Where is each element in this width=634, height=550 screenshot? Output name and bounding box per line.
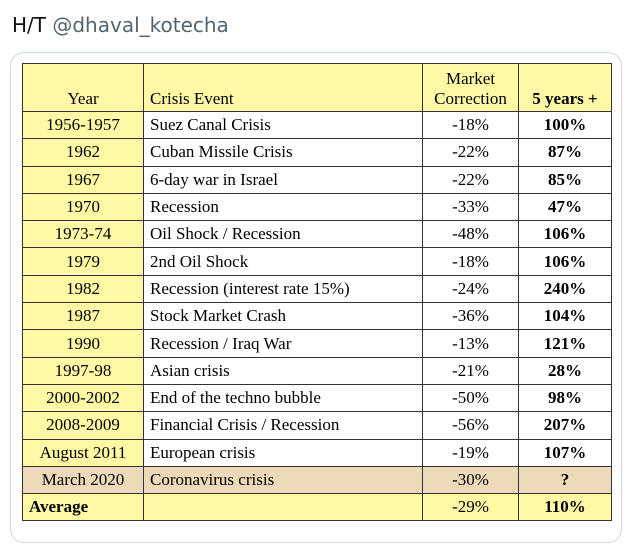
table-row: 1970 Recession -33% 47% [22,192,612,222]
crisis-event-cell: Financial Crisis / Recession [143,411,423,440]
market-correction-cell: -30% [422,465,519,495]
five-year-return-cell: 87% [518,138,612,167]
year-cell: 1967 [22,165,144,194]
crisis-event-cell: Recession [143,192,423,222]
five-year-return-cell: 28% [518,356,612,385]
year-cell: 1997-98 [22,356,144,385]
header-market-correction-line2: Correction [434,89,507,108]
crisis-event-cell: 2nd Oil Shock [143,247,423,276]
crisis-event-cell: 6-day war in Israel [143,165,423,194]
average-empty-cell [143,493,423,522]
table-row: 1973-74 Oil Shock / Recession -48% 106% [22,220,612,249]
five-year-return-cell: 106% [518,220,612,249]
table-row: 1979 2nd Oil Shock -18% 106% [22,247,612,276]
year-cell: 1962 [22,138,144,167]
five-year-return-cell: 85% [518,165,612,194]
average-five-years: 110% [518,493,612,522]
year-cell: 1982 [22,274,144,304]
year-cell: 1987 [22,302,144,331]
market-correction-cell: -13% [422,329,519,358]
table-header-row: Year Crisis Event Market Correction 5 ye… [22,63,612,112]
year-cell: 2008-2009 [22,411,144,440]
header-year: Year [22,63,144,112]
year-cell: 1970 [22,192,144,222]
market-correction-cell: -33% [422,192,519,222]
crisis-event-cell: End of the techno bubble [143,383,423,413]
market-correction-cell: -19% [422,438,519,467]
market-correction-cell: -48% [422,220,519,249]
average-correction: -29% [422,493,519,522]
table-row: 2008-2009 Financial Crisis / Recession -56… [22,411,612,440]
market-correction-cell: -18% [422,247,519,276]
header-crisis-event: Crisis Event [143,63,423,112]
five-year-return-cell: 207% [518,411,612,440]
market-correction-cell: -22% [422,138,519,167]
five-year-return-cell: 47% [518,192,612,222]
five-year-return-cell: 121% [518,329,612,358]
crisis-event-cell: European crisis [143,438,423,467]
market-correction-cell: -18% [422,110,519,140]
header-five-years: 5 years + [518,63,612,112]
market-correction-cell: -56% [422,411,519,440]
hat-tip-prefix: H/T [12,13,46,37]
table-row: 1967 6-day war in Israel -22% 85% [22,165,612,194]
crisis-event-cell: Recession / Iraq War [143,329,423,358]
crisis-event-cell: Oil Shock / Recession [143,220,423,249]
crisis-event-cell: Coronavirus crisis [143,465,423,495]
table-row: 1987 Stock Market Crash -36% 104% [22,302,612,331]
table-row: 1962 Cuban Missile Crisis -22% 87% [22,138,612,167]
market-correction-cell: -21% [422,356,519,385]
table-row: 1997-98 Asian crisis -21% 28% [22,356,612,385]
table-row: 2000-2002 End of the techno bubble -50% 98% [22,383,612,413]
five-year-return-cell: 107% [518,438,612,467]
crisis-event-cell: Recession (interest rate 15%) [143,274,423,304]
five-year-return-cell: 98% [518,383,612,413]
user-handle-link[interactable]: @dhaval_kotecha [52,13,229,37]
table-row: August 2011 European crisis -19% 107% [22,438,612,467]
table-row: 1990 Recession / Iraq War -13% 121% [22,329,612,358]
table-row: 1956-1957 Suez Canal Crisis -18% 100% [22,110,612,140]
crisis-returns-table: Year Crisis Event Market Correction 5 ye… [22,63,612,522]
average-label: Average [22,493,144,522]
table-row: March 2020 Coronavirus crisis -30%? [22,465,612,495]
year-cell: March 2020 [22,465,144,495]
year-cell: August 2011 [22,438,144,467]
average-row: Average -29% 110% [22,493,612,522]
year-cell: 1990 [22,329,144,358]
five-year-return-cell: ? [518,465,612,495]
year-cell: 1973-74 [22,220,144,249]
crisis-event-cell: Stock Market Crash [143,302,423,331]
crisis-event-cell: Suez Canal Crisis [143,110,423,140]
market-correction-cell: -22% [422,165,519,194]
five-year-return-cell: 104% [518,302,612,331]
year-cell: 2000-2002 [22,383,144,413]
five-year-return-cell: 240% [518,274,612,304]
market-correction-cell: -50% [422,383,519,413]
year-cell: 1956-1957 [22,110,144,140]
tweet-caption: H/T @dhaval_kotecha [12,12,229,38]
header-market-correction: Market Correction [422,63,519,112]
table-row: 1982 Recession (interest rate 15%) -24% 240… [22,274,612,304]
header-market-correction-line1: Market [445,69,496,88]
market-correction-cell: -24% [422,274,519,304]
five-year-return-cell: 100% [518,110,612,140]
five-year-return-cell: 106% [518,247,612,276]
crisis-event-cell: Asian crisis [143,356,423,385]
year-cell: 1979 [22,247,144,276]
crisis-event-cell: Cuban Missile Crisis [143,138,423,167]
market-correction-cell: -36% [422,302,519,331]
